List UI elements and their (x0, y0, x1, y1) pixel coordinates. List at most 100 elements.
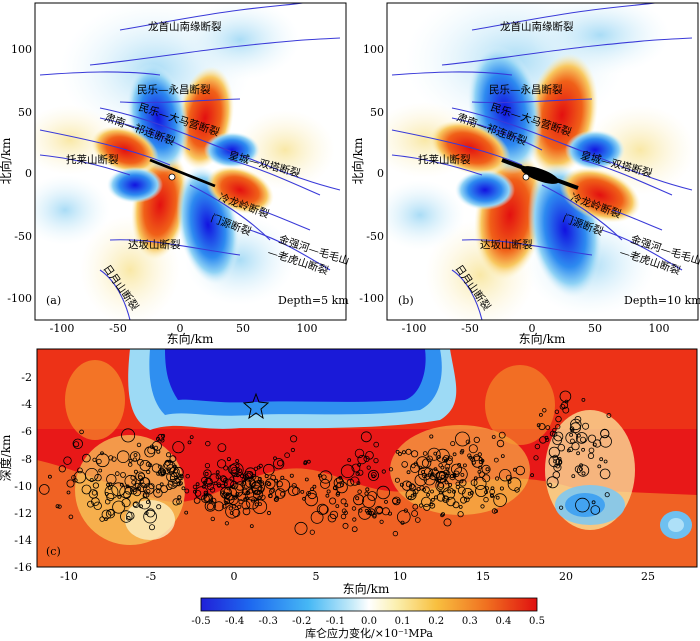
aftershock-circle (579, 467, 583, 472)
aftershock-circle (480, 504, 485, 509)
x-ticks-b: -100 -50 0 50 100 (402, 322, 670, 335)
aftershock-circle (467, 453, 472, 458)
aftershock-circle (530, 473, 534, 478)
aftershock-circle (194, 490, 202, 497)
svg-text:-100: -100 (402, 322, 427, 335)
aftershock-circle (244, 474, 249, 479)
svg-text:-8: -8 (21, 453, 32, 466)
aftershock-circle (96, 458, 102, 465)
aftershock-circle (289, 435, 298, 443)
aftershock-circle (256, 465, 261, 470)
aftershock-circle (236, 491, 247, 501)
aftershock-circle (571, 442, 580, 451)
aftershock-circle (128, 458, 133, 463)
aftershock-circle (435, 448, 450, 463)
aftershock-circle (231, 485, 236, 489)
aftershock-circle (204, 471, 209, 476)
aftershock-circle (442, 495, 449, 502)
svg-text:20: 20 (559, 570, 573, 583)
aftershock-circle (185, 474, 190, 479)
aftershock-circle (489, 488, 496, 495)
aftershock-circle (410, 493, 415, 498)
aftershock-circle (446, 496, 456, 507)
aftershock-circle (172, 441, 185, 454)
aftershock-circle (161, 433, 166, 438)
aftershock-circle (547, 482, 553, 488)
aftershock-circle (335, 476, 343, 484)
aftershock-circle (462, 463, 467, 468)
aftershock-circle (213, 501, 224, 512)
y-axis-label: 北向/km (0, 137, 13, 184)
aftershock-circle (303, 460, 308, 465)
svg-text:25: 25 (641, 570, 655, 583)
aftershock-circle (160, 471, 165, 476)
aftershock-circle (467, 491, 472, 496)
aftershock-circle (127, 462, 133, 467)
aftershock-circle (562, 406, 570, 414)
aftershock-circle (366, 465, 371, 470)
aftershock-circle (148, 524, 155, 531)
aftershock-circle (79, 429, 84, 435)
aftershock-circle (146, 508, 156, 518)
aftershock-circle (401, 461, 409, 468)
aftershock-circle (483, 496, 489, 503)
fault-lines-a (39, 3, 341, 320)
aftershock-circle (326, 489, 331, 494)
aftershock-circle (559, 403, 566, 410)
aftershock-circle (434, 471, 447, 484)
aftershock-circle (267, 481, 272, 487)
aftershock-circle (493, 493, 507, 507)
aftershock-circle (68, 514, 74, 520)
aftershock-circle (401, 450, 406, 455)
aftershock-circle (329, 510, 339, 520)
aftershock-circle (545, 437, 550, 442)
aftershock-circle (210, 516, 215, 522)
aftershock-circle (192, 484, 198, 490)
svg-text:-10: -10 (14, 480, 32, 493)
aftershock-circle (363, 455, 370, 462)
aftershock-circle (195, 482, 200, 487)
aftershock-circle (77, 467, 83, 474)
aftershock-circle (570, 418, 582, 431)
aftershock-circle (464, 496, 470, 503)
aftershock-circle (590, 505, 601, 515)
svg-text:100: 100 (297, 322, 318, 335)
aftershock-circle (406, 470, 411, 475)
aftershock-circle (165, 452, 171, 458)
aftershock-circle (481, 464, 491, 474)
aftershock-circle (139, 479, 145, 485)
aftershock-circle (229, 483, 244, 498)
rupture-trace-a (149, 158, 216, 188)
aftershock-circle (117, 494, 122, 499)
aftershock-circle (436, 493, 446, 502)
aftershock-circle (440, 465, 445, 470)
aftershock-circle (539, 436, 547, 444)
aftershock-circle (228, 506, 233, 511)
aftershock-circle (245, 496, 250, 501)
aftershock-circle (473, 477, 487, 490)
aftershock-circle (373, 441, 380, 448)
aftershock-circle (491, 508, 498, 514)
aftershock-circle (603, 459, 608, 464)
aftershock-circle (274, 496, 279, 502)
fault-label: 龙首山南缘断裂 (500, 20, 574, 33)
aftershock-circle (460, 472, 465, 477)
svg-text:-0.1: -0.1 (326, 616, 345, 627)
aftershock-circle (132, 488, 137, 493)
aftershock-circle (408, 483, 415, 490)
aftershock-circle (473, 436, 480, 443)
aftershock-circle (316, 503, 328, 515)
aftershock-circle (435, 478, 450, 493)
aftershock-circle (575, 432, 588, 444)
aftershock-circle (176, 498, 182, 505)
aftershock-circle (346, 478, 355, 487)
aftershock-circle (224, 521, 229, 526)
aftershock-circle (325, 493, 330, 498)
aftershock-circle (307, 489, 317, 500)
aftershock-circle (215, 474, 221, 480)
aftershock-circle (235, 459, 240, 463)
aftershock-circle (138, 497, 151, 510)
aftershock-circle (58, 465, 66, 473)
svg-text:-10: -10 (60, 570, 78, 583)
aftershock-circle (475, 484, 488, 497)
